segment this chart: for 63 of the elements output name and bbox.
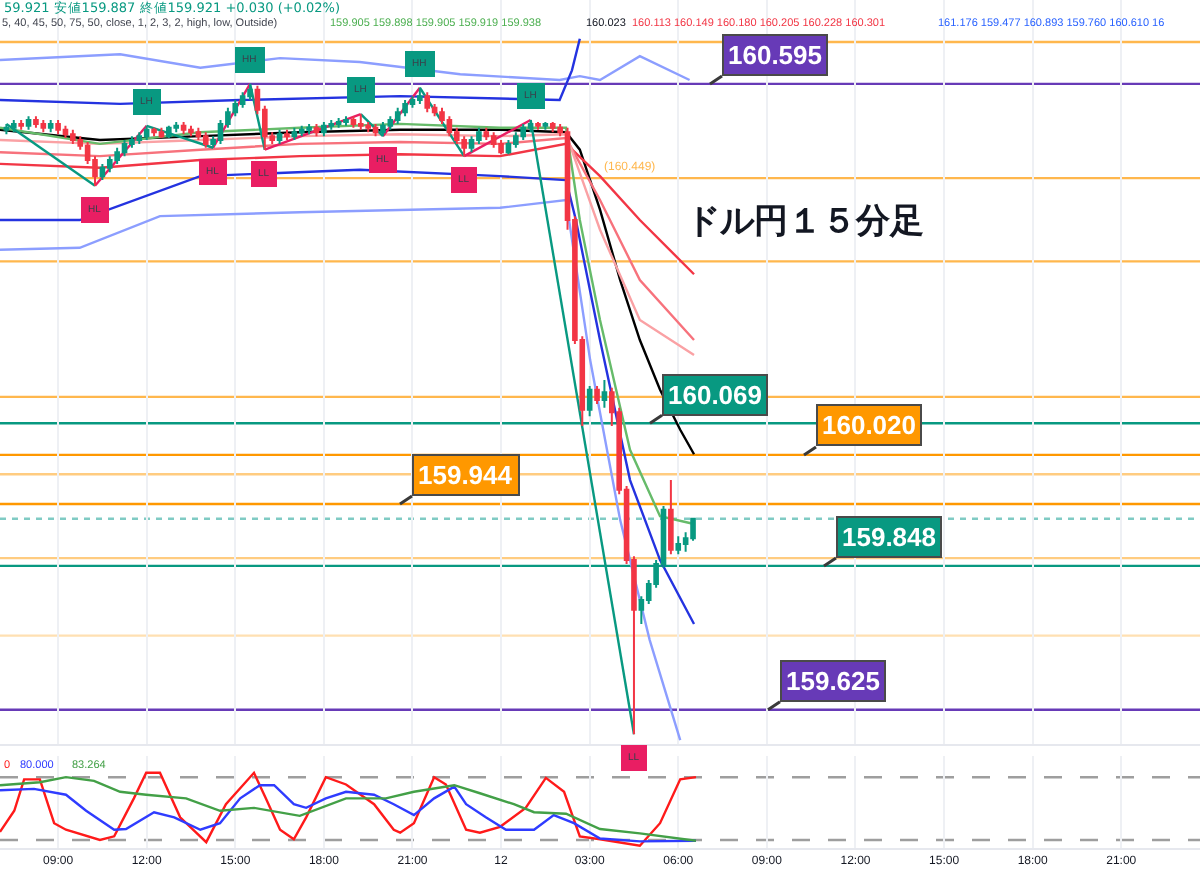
candlestick (106, 155, 113, 174)
candlestick (549, 120, 556, 134)
candlestick (365, 120, 371, 134)
ref-line-label: 160.595 (728, 40, 822, 70)
candlestick (668, 479, 674, 556)
candlestick (343, 115, 349, 127)
ref-line-label: 160.069 (668, 380, 762, 410)
candlestick (409, 95, 416, 109)
candlestick (535, 120, 541, 131)
candlestick (202, 131, 209, 149)
candlestick (291, 126, 298, 142)
candlestick (594, 384, 600, 405)
candlestick (306, 122, 312, 136)
candlestick (114, 146, 120, 165)
candlestick (402, 99, 408, 118)
candlestick (129, 135, 135, 149)
candlestick (387, 115, 394, 131)
candlestick (601, 379, 608, 409)
candlestick (675, 535, 682, 556)
candlestick (483, 126, 490, 142)
candlestick (476, 126, 482, 145)
candlestick (195, 126, 202, 142)
candlestick (55, 119, 61, 136)
text: ドル円１５分足 (686, 201, 924, 242)
candlestick (276, 128, 283, 145)
candlestick (542, 120, 549, 131)
candlestick (586, 384, 593, 418)
candlestick (70, 128, 76, 145)
candlestick (25, 115, 32, 131)
candlestick (321, 120, 327, 138)
candlestick (313, 122, 320, 138)
candlestick (18, 119, 24, 131)
candlestick (298, 124, 305, 138)
ref-line-label: 160.020 (822, 410, 916, 440)
candlestick (372, 122, 379, 138)
candlestick (151, 126, 157, 138)
candlestick (284, 128, 290, 142)
candlestick (62, 124, 69, 140)
candlestick (121, 139, 128, 158)
candlestick (394, 106, 401, 125)
candlestick (188, 124, 194, 138)
candlestick (520, 122, 527, 142)
ref-line-label: 159.848 (842, 522, 936, 552)
candlestick (505, 139, 512, 156)
candlestick (180, 120, 187, 136)
candlestick (33, 115, 39, 129)
candlestick (468, 135, 475, 154)
ref-line-label: 159.625 (786, 666, 880, 696)
candlestick (99, 162, 106, 182)
candlestick (328, 119, 335, 131)
candlestick (513, 131, 519, 149)
candlestick (357, 113, 364, 131)
candlestick (239, 91, 246, 109)
candlestick (40, 119, 47, 134)
candlestick (350, 115, 357, 129)
candlestick (424, 91, 431, 114)
ref-line-label: 159.944 (418, 460, 514, 490)
candlestick (490, 131, 497, 149)
candlestick (47, 119, 54, 134)
candlestick (158, 126, 165, 140)
candlestick (136, 131, 143, 145)
candlestick (446, 115, 453, 138)
candlestick (335, 117, 342, 129)
